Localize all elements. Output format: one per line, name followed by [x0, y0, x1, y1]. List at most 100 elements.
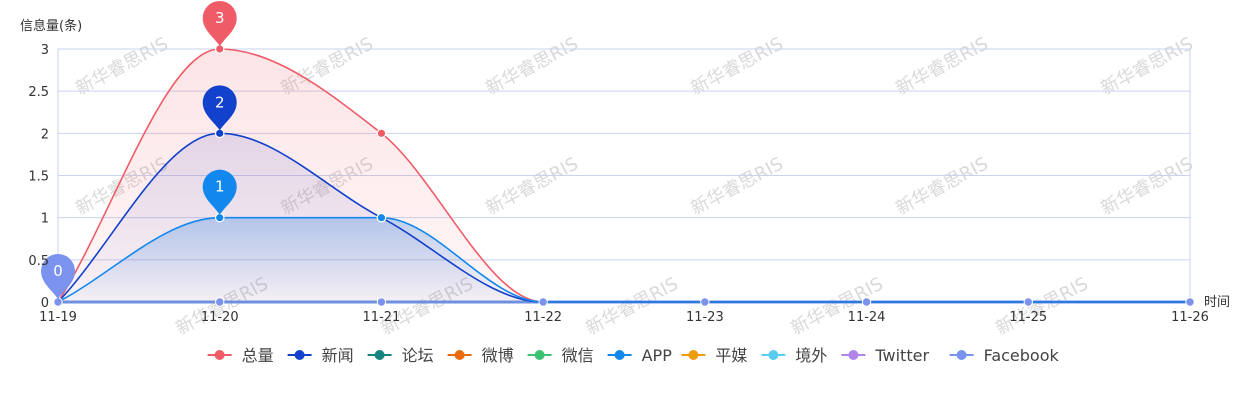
value-pins: 3 2 1 0	[41, 1, 237, 299]
legend-marker	[454, 350, 465, 360]
legend-marker	[768, 350, 779, 360]
x-tick-label: 11-22	[524, 310, 562, 325]
legend-item[interactable]: 微博	[447, 346, 514, 365]
legend-item[interactable]: 微信	[527, 346, 594, 365]
legend-item[interactable]: 平媒	[681, 346, 747, 365]
legend-marker	[848, 350, 859, 360]
y-tick-label: 1.5	[28, 170, 49, 185]
watermark: 新华睿思RIS	[787, 273, 886, 339]
legend-marker	[294, 350, 305, 360]
data-point[interactable]	[1023, 297, 1033, 307]
data-point[interactable]	[376, 128, 387, 139]
pin-marker	[41, 254, 75, 299]
data-point[interactable]	[376, 212, 387, 223]
legend-label: 论坛	[402, 346, 434, 365]
x-tick-label: 11-19	[39, 310, 77, 325]
data-point[interactable]	[214, 212, 225, 223]
watermark: 新华睿思RIS	[1097, 153, 1196, 219]
legend-marker	[534, 350, 545, 360]
legend-item[interactable]: 新闻	[287, 346, 354, 365]
y-tick-label: 2.5	[28, 85, 49, 100]
y-tick-label: 1	[41, 212, 49, 227]
watermark: 新华睿思RIS	[1097, 33, 1196, 99]
legend-item[interactable]: 总量	[207, 346, 274, 365]
y-tick-label: 0.5	[28, 254, 49, 269]
data-point[interactable]	[215, 297, 225, 307]
legend-item[interactable]: 论坛	[367, 346, 434, 365]
legend-marker	[374, 350, 385, 360]
y-axis-label: 信息量(条)	[20, 18, 82, 34]
watermark: 新华睿思RIS	[687, 153, 786, 219]
watermark-text: 新华睿思RIS	[1097, 33, 1196, 99]
series-area	[58, 217, 1190, 302]
x-tick-label: 11-21	[363, 310, 401, 325]
data-point[interactable]	[1185, 297, 1195, 307]
data-points	[53, 44, 1195, 307]
watermark: 新华睿思RIS	[72, 33, 171, 99]
data-point[interactable]	[214, 44, 225, 54]
watermark-text: 新华睿思RIS	[582, 273, 681, 339]
x-axis-label: 时间	[1204, 295, 1230, 310]
y-tick-label: 2	[41, 127, 49, 142]
value-pin: 2	[202, 85, 237, 131]
watermark-text: 新华睿思RIS	[1097, 153, 1196, 219]
pin-marker	[202, 169, 237, 215]
data-point[interactable]	[376, 297, 387, 307]
watermark: 新华睿思RIS	[482, 33, 581, 99]
data-point[interactable]	[861, 297, 872, 307]
y-tick-label: 0	[41, 296, 49, 311]
value-pin: 1	[202, 169, 237, 215]
legend-item[interactable]: APP	[607, 346, 673, 365]
legend-label: 总量	[242, 346, 274, 365]
data-point[interactable]	[538, 297, 548, 307]
watermark-text: 新华睿思RIS	[687, 33, 786, 99]
watermark-text: 新华睿思RIS	[482, 153, 581, 219]
legend-label: 平媒	[715, 346, 747, 365]
y-tick-label: 3	[41, 43, 49, 58]
legend-label: 新闻	[322, 346, 354, 365]
legend-marker	[956, 350, 967, 360]
data-point[interactable]	[53, 297, 63, 307]
x-tick-label: 11-24	[848, 310, 886, 325]
series-line	[57, 216, 1190, 303]
legend-marker	[614, 350, 625, 360]
value-pin: 3	[202, 1, 237, 46]
x-tick-label: 11-26	[1171, 310, 1209, 325]
data-point[interactable]	[700, 297, 710, 307]
watermark-text: 新华睿思RIS	[992, 273, 1091, 339]
x-tick-label: 11-20	[201, 310, 239, 325]
watermark: 新华睿思RIS	[992, 273, 1091, 339]
legend-label: 境外	[795, 346, 827, 365]
watermark: 新华睿思RIS	[892, 33, 991, 99]
legend-item[interactable]: Facebook	[949, 346, 1060, 365]
data-point[interactable]	[214, 128, 225, 139]
legend[interactable]: 总量 新闻 论坛 微博 微信 APP 平媒 境外 Twitter Facebook	[207, 346, 1060, 365]
watermark-text: 新华睿思RIS	[787, 273, 886, 339]
legend-label: Facebook	[984, 346, 1060, 365]
watermark: 新华睿思RIS	[482, 153, 581, 219]
x-tick-label: 11-23	[686, 310, 724, 325]
watermark: 新华睿思RIS	[687, 33, 786, 99]
legend-label: APP	[642, 346, 673, 365]
pin-label: 1	[215, 178, 225, 196]
watermark: 新华睿思RIS	[892, 153, 991, 219]
watermark-text: 新华睿思RIS	[892, 33, 991, 99]
legend-label: 微信	[562, 346, 594, 365]
legend-item[interactable]: Twitter	[841, 346, 929, 365]
legend-item[interactable]: 境外	[761, 346, 827, 365]
legend-marker	[214, 350, 225, 360]
pin-label: 3	[215, 9, 225, 27]
watermark-text: 新华睿思RIS	[687, 153, 786, 219]
watermark-text: 新华睿思RIS	[72, 33, 171, 99]
watermark-text: 新华睿思RIS	[482, 33, 581, 99]
area-fills	[58, 49, 1190, 302]
x-tick-label: 11-25	[1009, 310, 1047, 325]
legend-label: 微博	[482, 346, 514, 365]
watermark: 新华睿思RIS	[582, 273, 681, 339]
pin-label: 0	[53, 262, 63, 280]
watermark-text: 新华睿思RIS	[892, 153, 991, 219]
legend-marker	[688, 350, 699, 360]
pin-marker	[202, 85, 237, 131]
